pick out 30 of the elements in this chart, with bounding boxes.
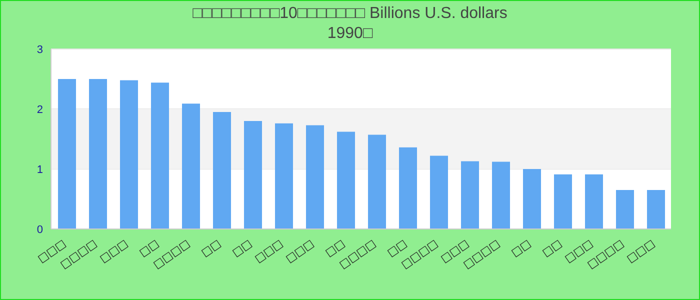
bar <box>213 112 231 229</box>
bar <box>554 174 572 229</box>
bar <box>399 147 417 229</box>
bar <box>120 80 138 229</box>
chart-subtitle: 1990□ <box>326 24 374 44</box>
bar <box>461 161 479 229</box>
bar <box>151 82 169 229</box>
bar <box>275 123 293 229</box>
bar <box>430 156 448 229</box>
chart-title: □□□□□□□□□10□□□□□□□ Billions U.S. dollars <box>192 4 508 24</box>
y-tick-label: 1 <box>36 164 43 176</box>
bar <box>368 134 386 229</box>
x-tick-label: □□ <box>540 236 564 260</box>
x-tick-label: □□ <box>230 236 254 260</box>
x-tick-label: □□ <box>508 236 534 260</box>
bar <box>182 104 200 229</box>
bar <box>58 79 76 229</box>
y-tick-label: 2 <box>36 104 43 116</box>
bar <box>647 190 665 229</box>
bar <box>89 79 107 229</box>
bar <box>306 125 324 229</box>
bar <box>616 190 634 229</box>
bar <box>337 132 355 229</box>
bar <box>492 162 510 229</box>
bar <box>585 174 603 229</box>
bar <box>523 169 541 229</box>
x-tick-label: □□ <box>198 236 224 260</box>
bar <box>244 121 262 229</box>
y-tick-label: 3 <box>36 44 43 56</box>
y-tick-label: 0 <box>36 224 43 236</box>
